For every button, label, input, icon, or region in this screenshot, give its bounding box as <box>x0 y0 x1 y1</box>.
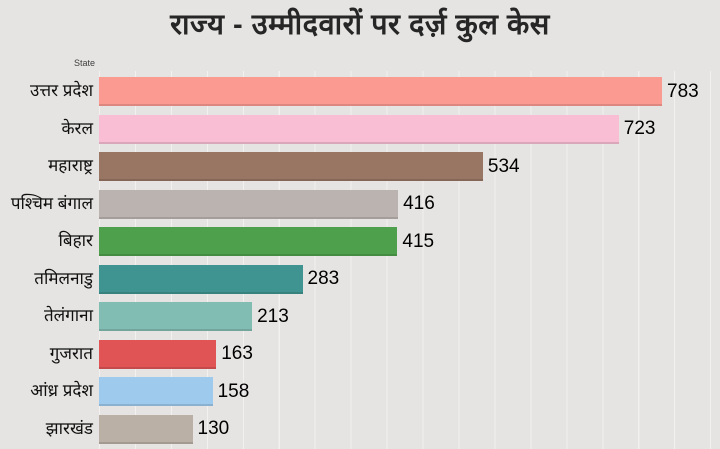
bar[interactable] <box>99 189 399 219</box>
value-label: 283 <box>307 268 340 289</box>
category-label: तेलंगाना <box>43 306 93 326</box>
bar-row: झारखंड 130 <box>0 414 720 444</box>
bars-container: उत्तर प्रदेश 783 केरल 723 महाराष्ट्र 534… <box>0 77 720 449</box>
bar-row: गुजरात 163 <box>0 339 720 369</box>
value-label: 130 <box>197 418 230 439</box>
category-label: झारखंड <box>45 418 93 438</box>
value-label: 415 <box>402 230 435 252</box>
bar[interactable] <box>99 302 253 331</box>
value-label: 163 <box>221 343 253 364</box>
bar-row: तेलंगाना 213 <box>0 302 720 331</box>
value-label: 213 <box>257 305 289 327</box>
category-label: बिहार <box>58 231 94 251</box>
value-label: 534 <box>487 155 520 177</box>
bar[interactable] <box>99 77 662 106</box>
category-label: आंध्र प्रदेश <box>30 381 93 401</box>
bar-row: आंध्र प्रदेश 158 <box>0 377 720 406</box>
bar-row: उत्तर प्रदेश 783 <box>0 77 720 106</box>
bar-row: महाराष्ट्र 534 <box>0 152 720 181</box>
bar[interactable] <box>99 114 619 144</box>
bar[interactable] <box>99 377 213 406</box>
bar[interactable] <box>99 414 193 444</box>
category-label: गुजरात <box>49 343 93 363</box>
category-label: उत्तर प्रदेश <box>30 81 93 101</box>
category-label: महाराष्ट्र <box>48 156 93 176</box>
bar-row: बिहार 415 <box>0 227 720 256</box>
bar[interactable] <box>99 227 398 256</box>
bar-row: पश्चिम बंगाल 416 <box>0 189 720 219</box>
bar[interactable] <box>99 264 303 294</box>
y-axis-title: State <box>73 58 95 68</box>
value-label: 783 <box>667 80 699 102</box>
bar[interactable] <box>99 152 483 181</box>
category-label: पश्चिम बंगाल <box>10 193 93 213</box>
chart-title: राज्य - उम्मीदवारों पर दर्ज़ कुल केस <box>170 9 550 41</box>
value-label: 416 <box>403 193 435 214</box>
value-label: 158 <box>217 380 250 402</box>
category-label: केरल <box>61 118 93 138</box>
bar-row: केरल 723 <box>0 114 720 144</box>
category-label: तमिलनाडु <box>34 268 93 288</box>
value-label: 723 <box>623 118 656 139</box>
bar[interactable] <box>99 339 217 369</box>
bar-row: तमिलनाडु 283 <box>0 264 720 294</box>
